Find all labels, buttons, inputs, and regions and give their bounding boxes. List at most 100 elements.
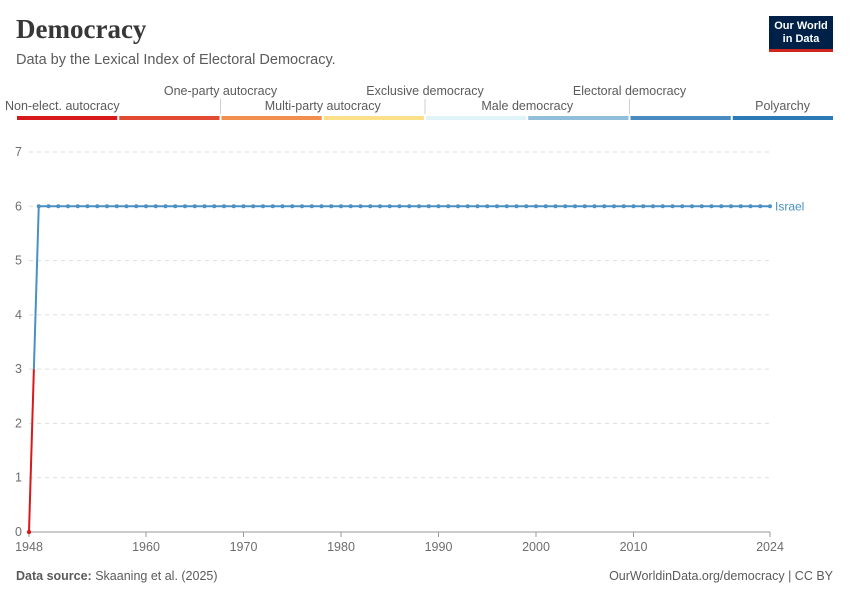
data-point[interactable] [222, 204, 226, 209]
data-point[interactable] [66, 204, 70, 209]
data-point[interactable] [534, 204, 538, 209]
data-point[interactable] [758, 204, 763, 209]
data-point[interactable] [173, 204, 178, 209]
data-point[interactable] [612, 204, 616, 209]
data-point[interactable] [709, 204, 714, 209]
data-point[interactable] [680, 204, 685, 209]
data-point[interactable] [563, 204, 568, 209]
series-label[interactable]: Israel [775, 199, 804, 213]
data-source-label: Data source: [16, 569, 92, 583]
data-point[interactable] [358, 204, 363, 209]
data-point[interactable] [183, 204, 187, 209]
data-point[interactable] [387, 204, 392, 209]
series-segment-low[interactable] [28, 369, 35, 533]
y-tick-label: 2 [15, 416, 22, 430]
legend-swatch-7[interactable] [732, 116, 833, 120]
data-point[interactable] [524, 204, 529, 209]
data-point[interactable] [407, 204, 412, 209]
data-point[interactable] [124, 204, 129, 209]
data-point[interactable] [456, 204, 460, 209]
legend-label-2[interactable]: Multi-party autocracy [265, 99, 382, 113]
data-point[interactable] [495, 204, 499, 209]
legend-swatch-2[interactable] [221, 116, 322, 120]
owid-logo[interactable]: Our World in Data [769, 16, 833, 52]
data-point[interactable] [212, 204, 217, 209]
data-point[interactable] [192, 204, 197, 209]
data-point[interactable] [426, 204, 431, 209]
data-point[interactable] [631, 204, 636, 209]
legend-label-5[interactable]: Electoral democracy [573, 84, 687, 98]
data-point[interactable] [26, 529, 32, 535]
data-point[interactable] [85, 204, 90, 209]
credit-link[interactable]: OurWorldinData.org/democracy | CC BY [609, 569, 833, 583]
data-point[interactable] [241, 204, 246, 209]
data-point[interactable] [621, 204, 626, 209]
data-point[interactable] [573, 204, 577, 209]
data-point[interactable] [553, 204, 558, 209]
legend-swatch-3[interactable] [323, 116, 424, 120]
data-point[interactable] [651, 204, 655, 209]
data-point[interactable] [319, 204, 324, 209]
data-point[interactable] [582, 204, 587, 209]
data-point[interactable] [514, 204, 519, 209]
data-point[interactable] [417, 204, 421, 209]
data-point[interactable] [602, 204, 607, 209]
legend-swatch-1[interactable] [119, 116, 220, 120]
data-source-text[interactable]: Skaaning et al. (2025) [95, 569, 218, 583]
data-point[interactable] [699, 204, 704, 209]
legend-label-4[interactable]: Male democracy [481, 99, 573, 113]
data-point[interactable] [290, 204, 295, 209]
data-point[interactable] [368, 204, 373, 209]
data-point[interactable] [768, 204, 772, 209]
data-point[interactable] [543, 204, 548, 209]
data-point[interactable] [719, 204, 724, 209]
legend-label-0[interactable]: Non-elect. autocracy [5, 99, 120, 113]
legend-label-6[interactable]: Polyarchy [755, 99, 811, 113]
data-point[interactable] [300, 204, 304, 209]
data-point[interactable] [280, 204, 285, 209]
data-point[interactable] [348, 204, 353, 209]
data-point[interactable] [475, 204, 480, 209]
data-point[interactable] [446, 204, 451, 209]
data-point[interactable] [261, 204, 265, 209]
data-point[interactable] [729, 204, 733, 209]
data-point[interactable] [231, 204, 236, 209]
data-point[interactable] [378, 204, 382, 209]
data-point[interactable] [251, 204, 256, 209]
data-point[interactable] [504, 204, 509, 209]
legend-swatch-6[interactable] [630, 116, 731, 120]
data-point[interactable] [36, 204, 41, 209]
data-point[interactable] [436, 204, 441, 209]
data-point[interactable] [660, 204, 665, 209]
data-point[interactable] [465, 204, 470, 209]
data-point[interactable] [309, 204, 314, 209]
data-point[interactable] [670, 204, 675, 209]
data-point[interactable] [329, 204, 334, 209]
data-point[interactable] [105, 204, 109, 209]
legend-label-3[interactable]: Exclusive democracy [366, 84, 484, 98]
data-point[interactable] [153, 204, 158, 209]
data-point[interactable] [748, 204, 753, 209]
data-point[interactable] [144, 204, 148, 209]
data-point[interactable] [75, 204, 80, 209]
data-point[interactable] [270, 204, 275, 209]
data-point[interactable] [46, 204, 51, 209]
data-point[interactable] [114, 204, 119, 209]
data-point[interactable] [690, 204, 694, 209]
data-point[interactable] [485, 204, 490, 209]
data-point[interactable] [56, 204, 61, 209]
data-point[interactable] [134, 204, 139, 209]
legend-swatch-5[interactable] [528, 116, 629, 120]
data-point[interactable] [202, 204, 207, 209]
legend-swatch-4[interactable] [426, 116, 527, 120]
data-point[interactable] [163, 204, 168, 209]
data-point[interactable] [738, 204, 743, 209]
data-point[interactable] [592, 204, 597, 209]
data-point[interactable] [641, 204, 646, 209]
legend-label-1[interactable]: One-party autocracy [164, 84, 278, 98]
data-point[interactable] [397, 204, 402, 209]
legend-swatch-0[interactable] [17, 116, 118, 120]
data-point[interactable] [95, 204, 100, 209]
data-point[interactable] [339, 204, 343, 209]
series-segment-rise[interactable] [32, 206, 40, 370]
